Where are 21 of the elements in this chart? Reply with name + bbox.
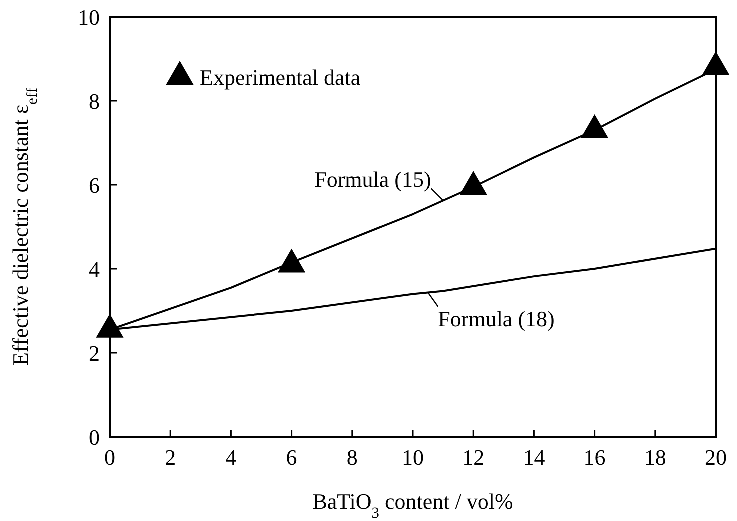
y-tick-label: 6 <box>89 173 100 198</box>
x-tick-label: 18 <box>644 445 666 470</box>
x-tick-label: 2 <box>165 445 176 470</box>
y-tick-label: 8 <box>89 89 100 114</box>
series-label: Formula (18) <box>438 306 555 332</box>
x-tick-label: 8 <box>346 445 358 470</box>
y-tick-label: 2 <box>89 341 100 366</box>
y-tick-label: 0 <box>89 425 100 450</box>
x-tick-label: 4 <box>226 445 237 470</box>
x-tick-label: 16 <box>584 445 606 470</box>
legend-label: Experimental data <box>200 65 361 90</box>
y-tick-label: 10 <box>78 5 100 30</box>
x-tick-label: 20 <box>705 445 727 470</box>
series-label: Formula (15) <box>314 166 432 192</box>
x-axis-title: BaTiO$_{3}$ content / vol% <box>312 489 514 521</box>
x-tick-label: 10 <box>402 445 424 470</box>
x-tick-label: 6 <box>286 445 298 470</box>
x-tick-label: 0 <box>104 445 116 470</box>
y-tick-label: 4 <box>89 257 100 282</box>
x-tick-label: 12 <box>462 445 485 470</box>
x-tick-label: 14 <box>523 445 546 470</box>
